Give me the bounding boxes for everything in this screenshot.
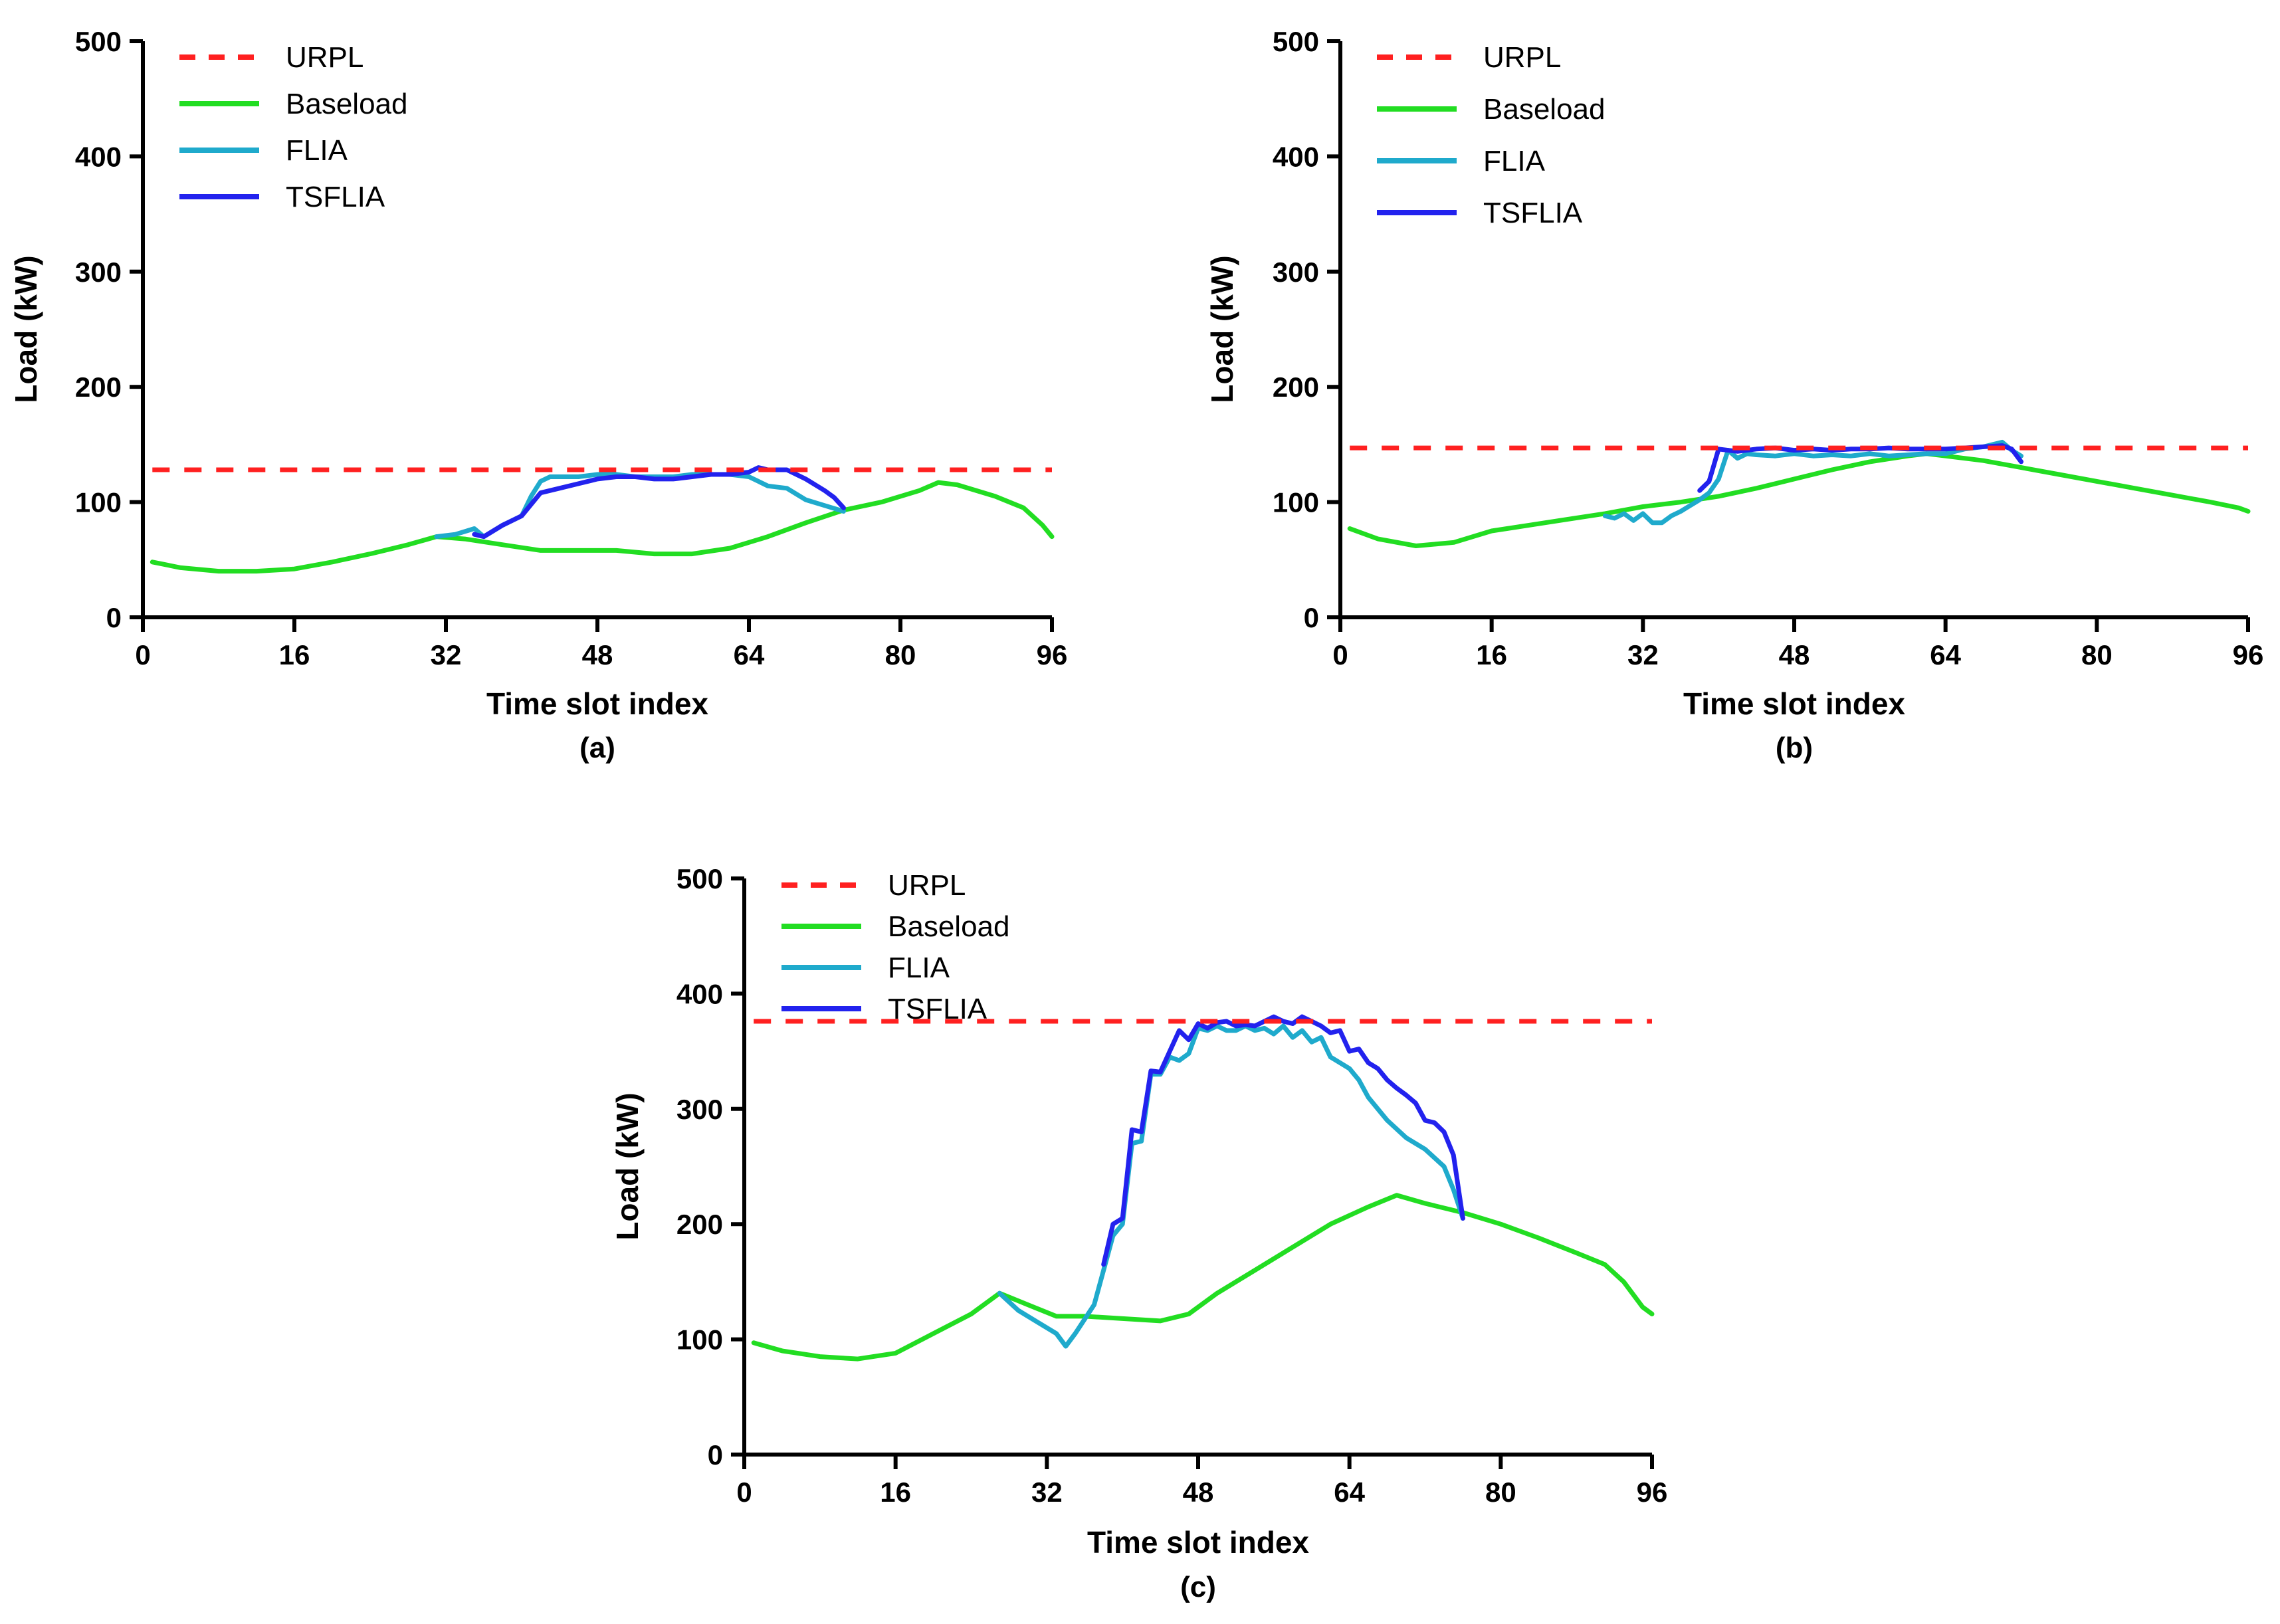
y-tick-label: 0: [708, 1439, 723, 1471]
chart-panel-c: 0 100 200 300 400 500 0 16 32 48 64 80 96 Time slot i…: [610, 863, 1667, 1603]
x-tick-label: 32: [1627, 639, 1659, 670]
series-line-tsflia: [472, 465, 846, 540]
x-tick-label: 32: [431, 639, 462, 670]
panel-label: (c): [1180, 1571, 1216, 1603]
x-tick-label: 0: [1332, 639, 1348, 670]
legend-label-flia: FLIA: [888, 952, 950, 984]
legend-label-baseload: Baseload: [888, 910, 1009, 943]
y-axis-title: Load (kW): [610, 1092, 645, 1240]
y-tick-label: 500: [75, 26, 122, 57]
y-axis-title: Load (kW): [1205, 255, 1239, 403]
y-tick-label: 100: [1273, 487, 1319, 518]
series-line-baseload: [150, 480, 1055, 574]
x-tick-label: 16: [1476, 639, 1507, 670]
legend-label-urpl: URPL: [888, 869, 966, 902]
x-tick-label: 80: [2081, 639, 2113, 670]
y-tick-label: 400: [676, 978, 723, 1009]
panel-label: (a): [579, 732, 615, 764]
y-tick-label: 400: [75, 141, 122, 172]
x-tick-label: 48: [1779, 639, 1810, 670]
x-tick-label: 64: [1334, 1476, 1365, 1508]
y-tick-label: 300: [676, 1094, 723, 1125]
y-tick-label: 300: [1273, 256, 1319, 288]
x-axis-title: Time slot index: [1683, 686, 1905, 721]
panel-label: (b): [1776, 732, 1813, 764]
y-tick-label: 0: [1304, 602, 1319, 633]
x-tick-label: 96: [2233, 639, 2264, 670]
chart-panel-a: 0 100 200 300 400 500 0 16 32 48 64 80 96 Time slot i…: [9, 26, 1067, 764]
series-line-flia: [997, 1023, 1465, 1349]
x-tick-label: 64: [734, 639, 765, 670]
y-tick-label: 400: [1273, 141, 1319, 172]
y-tick-label: 200: [676, 1209, 723, 1240]
legend-label-tsflia: TSFLIA: [1483, 197, 1583, 229]
series-line-tsflia: [1101, 1014, 1465, 1267]
x-tick-label: 96: [1037, 639, 1068, 670]
series-line-baseload: [1347, 451, 2251, 548]
y-axis-title: Load (kW): [9, 255, 43, 403]
y-tick-label: 0: [106, 602, 122, 633]
x-axis-title: Time slot index: [1087, 1525, 1309, 1560]
x-tick-label: 80: [885, 639, 916, 670]
legend-label-urpl: URPL: [286, 41, 363, 74]
x-tick-label: 80: [1485, 1476, 1516, 1508]
x-tick-label: 16: [880, 1476, 911, 1508]
legend-label-baseload: Baseload: [1483, 93, 1605, 126]
series-line-tsflia: [1697, 443, 2023, 493]
chart-panel-b: 0 100 200 300 400 500 0 16 32 48 64 80 96 Time slot i…: [1205, 26, 2263, 764]
legend-label-flia: FLIA: [286, 134, 348, 167]
y-tick-label: 200: [75, 371, 122, 403]
x-tick-label: 64: [1930, 639, 1961, 670]
x-tick-label: 48: [1183, 1476, 1214, 1508]
x-tick-label: 0: [135, 639, 150, 670]
series-line-flia: [1602, 439, 2023, 526]
y-tick-label: 100: [75, 487, 122, 518]
x-tick-label: 16: [279, 639, 310, 670]
x-tick-label: 48: [582, 639, 613, 670]
legend-label-flia: FLIA: [1483, 145, 1546, 177]
x-axis-title: Time slot index: [486, 686, 708, 721]
y-tick-label: 500: [1273, 26, 1319, 57]
y-tick-label: 100: [676, 1324, 723, 1356]
y-tick-label: 500: [676, 863, 723, 894]
legend-label-tsflia: TSFLIA: [286, 181, 385, 213]
x-tick-label: 96: [1637, 1476, 1668, 1508]
legend-label-tsflia: TSFLIA: [888, 993, 987, 1025]
legend-label-urpl: URPL: [1483, 41, 1561, 74]
x-tick-label: 32: [1031, 1476, 1063, 1508]
y-tick-label: 300: [75, 256, 122, 288]
y-tick-label: 200: [1273, 371, 1319, 403]
legend-label-baseload: Baseload: [286, 88, 407, 120]
series-line-baseload: [751, 1193, 1655, 1362]
x-tick-label: 0: [736, 1476, 752, 1508]
